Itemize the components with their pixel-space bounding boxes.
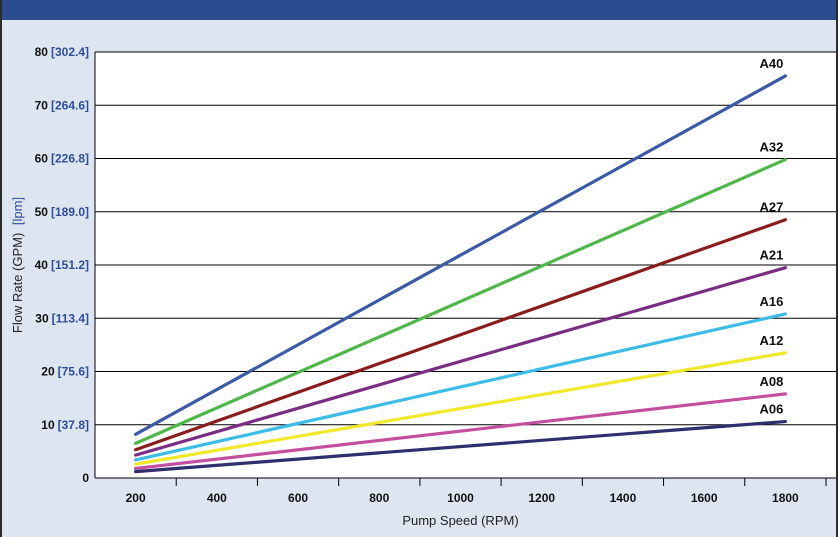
y-tick-value: 50 xyxy=(35,205,49,219)
series-line-a32 xyxy=(134,157,787,445)
title-bar xyxy=(0,0,838,20)
y-axis-label-main: Flow Rate (GPM) xyxy=(10,233,25,333)
y-tick-metric: [302.4] xyxy=(51,45,89,59)
series-labels: A40 A32 A27 A21 A16 A12 A08 A06 xyxy=(760,56,784,417)
y-tick-value: 10 xyxy=(41,418,55,432)
y-tick-metric: [75.6] xyxy=(58,365,89,379)
series-line-a21 xyxy=(134,266,787,457)
y-tick-metric: [189.0] xyxy=(51,205,89,219)
x-tick-labels: 200 400 600 800 1000 1200 1400 1600 1800 xyxy=(126,491,799,505)
x-tick-label: 1800 xyxy=(772,491,799,505)
y-tick-value: 20 xyxy=(41,365,55,379)
y-tick-metric: [264.6] xyxy=(51,98,89,112)
y-tick-label: 70 [264.6] xyxy=(35,98,89,112)
series-label-a40: A40 xyxy=(760,56,784,71)
x-tick-label: 600 xyxy=(288,491,308,505)
axes xyxy=(94,52,836,486)
series-label-a08: A08 xyxy=(760,374,784,389)
x-axis-label: Pump Speed (RPM) xyxy=(402,513,518,528)
y-tick-label: 0 xyxy=(82,471,89,485)
y-tick-value: 40 xyxy=(35,258,49,272)
y-tick-label: 40 [151.2] xyxy=(35,258,89,272)
y-tick-metric: [37.8] xyxy=(58,418,89,432)
series-label-a27: A27 xyxy=(760,200,784,215)
right-border xyxy=(836,0,838,537)
x-tick-label: 400 xyxy=(207,491,227,505)
y-tick-value: 30 xyxy=(35,311,49,325)
series-line-a40 xyxy=(134,74,787,436)
y-tick-label: 50 [189.0] xyxy=(35,205,89,219)
gridlines xyxy=(95,51,836,426)
y-tick-value: 70 xyxy=(35,98,49,112)
y-tick-metric: [226.8] xyxy=(51,152,89,166)
series-line-a27 xyxy=(134,218,787,452)
left-border xyxy=(0,0,2,537)
x-tick-label: 1600 xyxy=(691,491,718,505)
series-label-a12: A12 xyxy=(760,333,784,348)
y-tick-value: 60 xyxy=(35,152,49,166)
series-label-a06: A06 xyxy=(760,402,784,417)
x-tick-label: 200 xyxy=(126,491,146,505)
y-tick-label: 80 [302.4] xyxy=(35,45,89,59)
series-label-a32: A32 xyxy=(760,140,784,155)
y-tick-label: 60 [226.8] xyxy=(35,152,89,166)
series-line-a16 xyxy=(134,312,787,462)
series-lines xyxy=(134,74,787,474)
y-tick-metric: [113.4] xyxy=(52,311,89,325)
y-tick-value: 0 xyxy=(82,471,89,485)
y-tick-value: 80 xyxy=(35,45,49,59)
y-tick-label: 10 [37.8] xyxy=(41,418,89,432)
y-tick-label: 20 [75.6] xyxy=(41,365,89,379)
y-tick-metric: [151.2] xyxy=(51,258,89,272)
x-tick-label: 1000 xyxy=(447,491,474,505)
x-tick-label: 1200 xyxy=(528,491,555,505)
x-tick-label: 800 xyxy=(369,491,389,505)
y-axis-label-metric: [lpm] xyxy=(10,197,25,225)
series-line-a12 xyxy=(134,351,787,466)
y-tick-label: 30 [113.4] xyxy=(35,311,89,325)
y-tick-labels: 0 10 [37.8] 20 [75.6] 30 [113.4] 40 [151.2] 50 [18… xyxy=(35,45,90,485)
series-line-a08 xyxy=(134,392,787,471)
series-label-a21: A21 xyxy=(760,248,784,263)
y-axis-label: Flow Rate (GPM) [lpm] xyxy=(10,197,25,333)
x-tick-label: 1400 xyxy=(610,491,637,505)
series-label-a16: A16 xyxy=(760,294,784,309)
series-line-a06 xyxy=(134,419,787,474)
